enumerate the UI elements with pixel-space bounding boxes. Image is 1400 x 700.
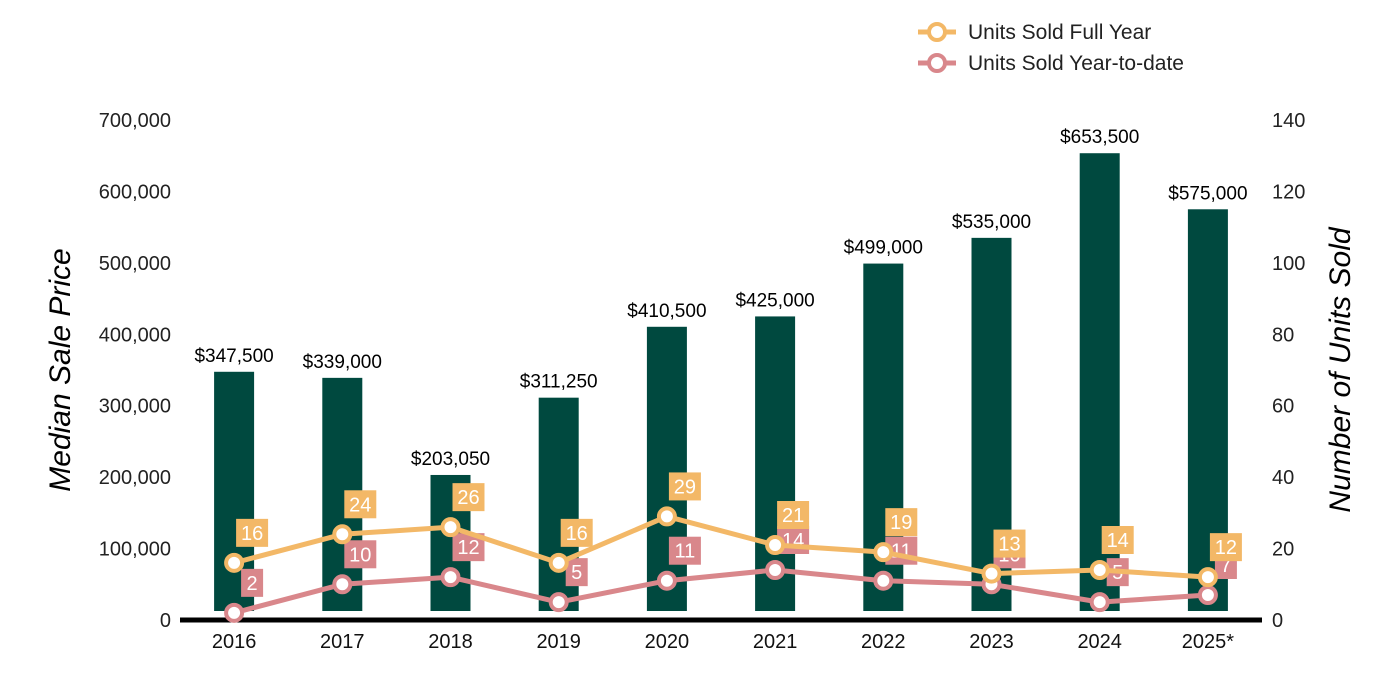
y2-tick-label: 120 [1272, 181, 1305, 203]
full-year-marker [440, 517, 461, 538]
ytd-value-label: 5 [571, 562, 582, 584]
full-year-value-label: 12 [1215, 537, 1237, 559]
x-tick-label: 2021 [753, 631, 798, 653]
full-year-marker [656, 506, 677, 527]
y2-tick-label: 40 [1272, 467, 1294, 489]
ytd-label-box [344, 540, 377, 569]
y-tick-label: 0 [160, 610, 171, 632]
ytd-marker [1089, 592, 1110, 613]
full-year-value-label: 29 [674, 476, 696, 498]
full-year-label-box [1209, 533, 1242, 562]
y-tick-label: 500,000 [99, 253, 171, 275]
ytd-marker [873, 570, 894, 591]
ytd-marker [440, 567, 461, 588]
full-year-marker [1197, 567, 1218, 588]
full-year-marker [548, 552, 569, 573]
ytd-line [233, 567, 1209, 616]
full-year-label-box [560, 518, 593, 547]
full-year-label-box [777, 501, 810, 529]
bar-value-label: $203,050 [411, 449, 490, 470]
y-tick-label: 600,000 [99, 181, 171, 203]
bar-value-label: $347,500 [194, 346, 273, 367]
bar-value-label: $535,000 [952, 212, 1031, 233]
bars-layer: $347,500 $339,000 $203,050 $311,250 $410,500… [194, 127, 1248, 612]
full-year-marker [873, 542, 894, 563]
ytd-marker [332, 574, 353, 595]
ytd-label-box [565, 558, 588, 587]
x-tick-label: 2016 [212, 631, 257, 653]
ytd-value-label: 2 [247, 573, 258, 595]
legend-marker [927, 53, 947, 73]
bar-value-label: $410,500 [627, 301, 706, 322]
bar-value-label: $575,000 [1168, 183, 1247, 204]
full-year-marker [1089, 560, 1110, 580]
y-tick-label: 700,000 [99, 110, 171, 132]
full-year-marker [224, 552, 245, 573]
x-tick-label: 2024 [1077, 631, 1122, 653]
bar-value-label: $339,000 [303, 352, 382, 373]
full-year-value-label: 16 [241, 523, 263, 545]
ytd-marker [548, 592, 569, 613]
full-year-label-box [993, 529, 1026, 558]
bar-value-label: $653,500 [1060, 127, 1139, 148]
y-tick-label: 100,000 [99, 539, 171, 561]
ytd-marker [656, 570, 677, 591]
full-year-line [233, 513, 1209, 580]
full-year-label-box [885, 508, 918, 537]
y-tick-label: 300,000 [99, 396, 171, 418]
y2-tick-label: 60 [1272, 396, 1294, 418]
legend-marker [927, 22, 947, 42]
x-tick-label: 2019 [536, 631, 581, 653]
ytd-marker [1197, 585, 1218, 605]
full-year-value-label: 16 [566, 523, 588, 545]
ytd-label-box [241, 568, 264, 597]
full-year-marker [981, 563, 1002, 584]
y2-axis-title: Number of Units Sold [1324, 226, 1357, 512]
legend-label: Units Sold Full Year [968, 21, 1151, 44]
ytd-value-label: 11 [675, 541, 696, 563]
y-axis-title: Median Sale Price [44, 248, 77, 491]
full-year-label-box [344, 490, 377, 519]
ytd-value-label: 12 [457, 537, 479, 559]
full-year-label-box [668, 472, 701, 501]
full-year-marker [765, 535, 786, 555]
lines-layer: 210125111411105716242616292119131412 [224, 472, 1242, 623]
y-tick-label: 200,000 [99, 467, 171, 489]
full-year-label-box [452, 483, 485, 512]
ytd-value-label: 10 [349, 544, 371, 566]
full-year-label-box [236, 518, 269, 547]
bar-value-label: $499,000 [844, 238, 923, 259]
ytd-label-box [668, 536, 701, 565]
full-year-value-label: 13 [998, 534, 1020, 556]
x-tick-label: 2018 [428, 631, 473, 653]
y2-tick-label: 20 [1272, 539, 1294, 561]
y-tick-label: 400,000 [99, 324, 171, 346]
price-bar [646, 326, 687, 611]
x-tick-label: 2020 [645, 631, 690, 653]
ytd-value-label: 7 [1220, 555, 1231, 577]
x-tick-label: 2023 [969, 631, 1014, 653]
y2-tick-label: 140 [1272, 110, 1305, 132]
x-tick-label: 2025* [1182, 631, 1234, 653]
full-year-value-label: 26 [457, 487, 479, 509]
legend-label: Units Sold Year-to-date [968, 52, 1184, 75]
ytd-marker [224, 602, 245, 623]
axis-layer: 0 100,000 200,000 300,000 400,000 500,000 600,… [99, 110, 1306, 653]
full-year-marker [332, 524, 353, 545]
y2-tick-label: 80 [1272, 324, 1294, 346]
full-year-value-label: 24 [349, 494, 371, 516]
x-tick-label: 2022 [861, 631, 906, 653]
full-year-label-box [1101, 526, 1134, 554]
full-year-value-label: 19 [890, 512, 912, 534]
bar-value-label: $425,000 [735, 290, 814, 311]
ytd-marker [765, 560, 786, 580]
x-tick-label: 2017 [320, 631, 365, 653]
bar-value-label: $311,250 [520, 372, 598, 393]
full-year-value-label: 14 [1107, 530, 1129, 552]
y2-tick-label: 100 [1272, 253, 1305, 275]
y2-tick-label: 0 [1272, 610, 1283, 632]
full-year-value-label: 21 [782, 505, 804, 527]
legend: Units Sold Full Year Units Sold Year-to-d… [918, 21, 1184, 75]
